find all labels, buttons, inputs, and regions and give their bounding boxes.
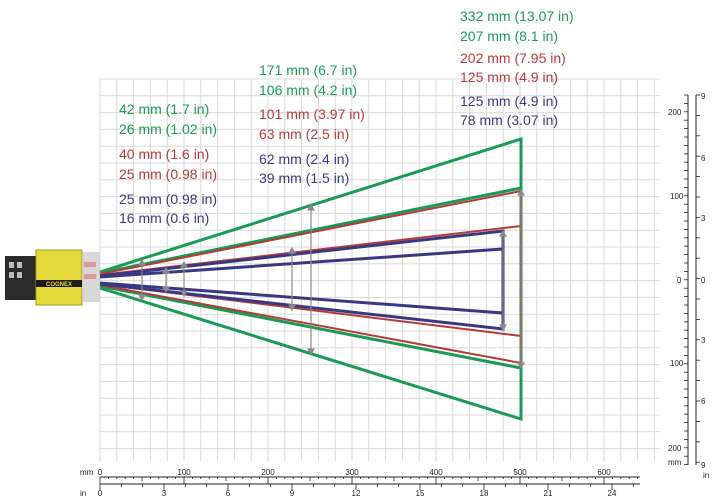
near-labels: 42 mm (1.7 in) 26 mm (1.02 in) 40 mm (1.…: [119, 101, 217, 226]
measurement-arrow-head: [137, 294, 147, 302]
far-blue-label-2: 78 mm (3.07 in): [460, 112, 558, 128]
bottom-mm-unit: mm: [80, 468, 94, 477]
far-green-label-2: 207 mm (8.1 in): [460, 28, 558, 44]
near-blue-label-1: 25 mm (0.98 in): [119, 191, 217, 207]
right-ruler: 200 100 0 100 200 mm 9 6 3 0 3 6 9 in: [668, 92, 709, 480]
near-green-label-1: 42 mm (1.7 in): [119, 101, 209, 117]
right-mm-tick-200-bottom: 200: [668, 444, 682, 453]
right-mm-unit: mm: [668, 458, 682, 467]
measurement-arrow-head: [306, 348, 316, 356]
measurement-arrow-head: [516, 362, 526, 370]
far-blue-label-1: 125 mm (4.9 in): [460, 93, 558, 109]
bottom-mm-tick-100: 100: [177, 468, 191, 477]
bottom-mm-tick-600: 600: [597, 468, 611, 477]
measurement-arrows: [137, 188, 526, 370]
bottom-in-tick-15: 15: [416, 489, 425, 498]
near-green-label-2: 26 mm (1.02 in): [119, 121, 217, 137]
right-mm-tick-200-top: 200: [668, 108, 682, 117]
right-mm-tick-0: 0: [677, 276, 682, 285]
measurement-arrow-head: [306, 203, 316, 211]
bottom-mm-tick-0: 0: [98, 468, 103, 477]
right-in-tick-9-bottom: 9: [701, 461, 706, 470]
camera-device-icon: COGNEX: [5, 249, 100, 306]
bottom-in-tick-12: 12: [352, 489, 361, 498]
near-red-label-2: 25 mm (0.98 in): [119, 166, 217, 182]
right-mm-tick-100-bottom: 100: [670, 359, 684, 368]
far-green-label-1: 332 mm (13.07 in): [460, 8, 574, 24]
measurement-arrow-head: [179, 290, 189, 298]
measurement-arrow-head: [137, 258, 147, 266]
bottom-in-tick-3: 3: [162, 489, 167, 498]
bottom-in-unit: in: [80, 489, 86, 498]
near-red-label-1: 40 mm (1.6 in): [119, 146, 209, 162]
mid-green-label-1: 171 mm (6.7 in): [259, 62, 357, 78]
measurement-arrow-head: [161, 286, 171, 294]
bottom-in-tick-9: 9: [290, 489, 295, 498]
bottom-in-tick-6: 6: [226, 489, 231, 498]
bottom-ruler-in: in 0 3 6 9 12 15 18 21 24: [80, 483, 640, 498]
bottom-in-tick-0: 0: [98, 489, 103, 498]
measurement-arrow-head: [287, 246, 297, 254]
mid-red-label-1: 101 mm (3.97 in): [259, 106, 365, 122]
right-in-tick-0: 0: [701, 276, 706, 285]
bottom-mm-tick-500: 500: [513, 468, 527, 477]
bottom-mm-tick-300: 300: [345, 468, 359, 477]
right-in-tick-9-top: 9: [701, 92, 706, 101]
far-red-label-2: 125 mm (4.9 in): [460, 69, 558, 85]
measurement-arrow-head: [516, 188, 526, 196]
far-red-label-1: 202 mm (7.95 in): [460, 50, 566, 66]
measurement-arrow-head: [161, 266, 171, 274]
measurement-arrow-head: [287, 304, 297, 312]
bottom-mm-tick-400: 400: [429, 468, 443, 477]
measurement-arrow-head: [179, 260, 189, 268]
mid-blue-label-2: 39 mm (1.5 in): [259, 170, 349, 186]
bottom-in-tick-18: 18: [480, 489, 489, 498]
bottom-mm-tick-200: 200: [261, 468, 275, 477]
bottom-in-tick-21: 21: [544, 489, 553, 498]
right-in-unit: in: [703, 471, 709, 480]
right-in-tick-3-bottom: 3: [701, 336, 706, 345]
camera-label: COGNEX: [46, 282, 72, 288]
mid-green-label-2: 106 mm (4.2 in): [259, 82, 357, 98]
mid-blue-label-1: 62 mm (2.4 in): [259, 151, 349, 167]
mid-red-label-2: 63 mm (2.5 in): [259, 126, 349, 142]
grid: [99, 78, 660, 461]
near-blue-label-2: 16 mm (0.6 in): [119, 210, 209, 226]
right-in-tick-6-bottom: 6: [701, 397, 706, 406]
measurement-arrow-head: [498, 324, 508, 332]
right-mm-tick-100-top: 100: [670, 192, 684, 201]
far-labels: 332 mm (13.07 in) 207 mm (8.1 in) 202 mm…: [460, 8, 574, 128]
mid-labels: 171 mm (6.7 in) 106 mm (4.2 in) 101 mm (…: [259, 62, 365, 186]
bottom-ruler-mm: mm 0 100 200 300 400 500 600: [80, 468, 640, 484]
right-in-tick-6-top: 6: [701, 154, 706, 163]
measurement-arrow-head: [498, 229, 508, 237]
bottom-in-tick-24: 24: [608, 489, 617, 498]
right-in-tick-3-top: 3: [701, 214, 706, 223]
